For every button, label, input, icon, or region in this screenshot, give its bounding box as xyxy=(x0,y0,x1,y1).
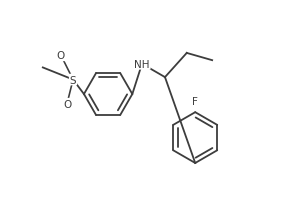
Text: O: O xyxy=(57,51,65,61)
Text: NH: NH xyxy=(134,60,150,69)
Text: F: F xyxy=(192,97,198,107)
Text: O: O xyxy=(63,99,71,109)
Text: S: S xyxy=(70,75,76,85)
